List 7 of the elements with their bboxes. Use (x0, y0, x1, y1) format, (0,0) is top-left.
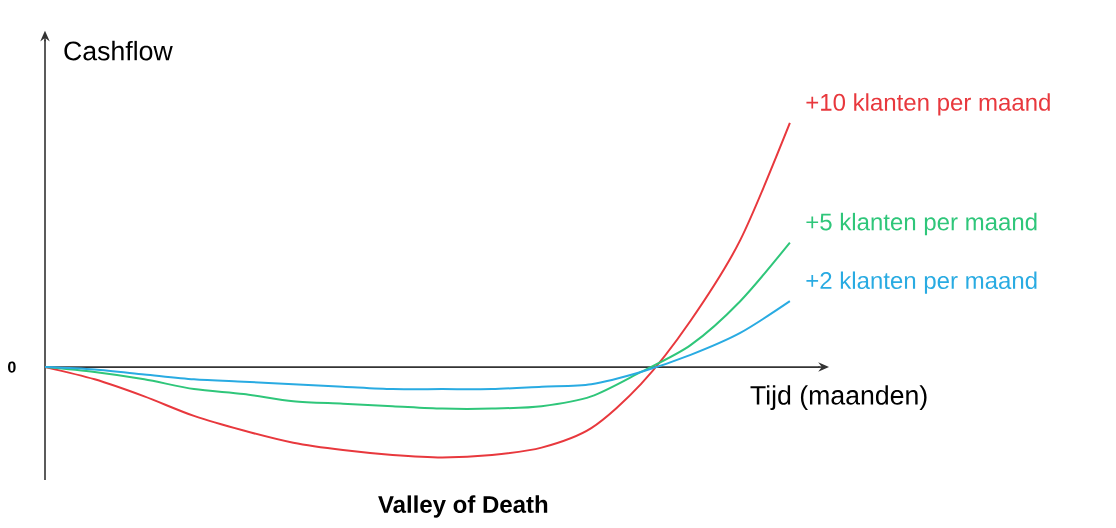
x-axis-title: Tijd (maanden) (750, 385, 927, 411)
series-label: +10 klanten per maand (806, 93, 1050, 116)
text: Valley of Death (378, 495, 548, 518)
series-label: +2 klanten per maand (806, 271, 1037, 294)
text: 0 (8, 361, 16, 373)
series-label: +5 klanten per maand (806, 212, 1037, 236)
y-axis-title: Cashflow (64, 40, 173, 61)
